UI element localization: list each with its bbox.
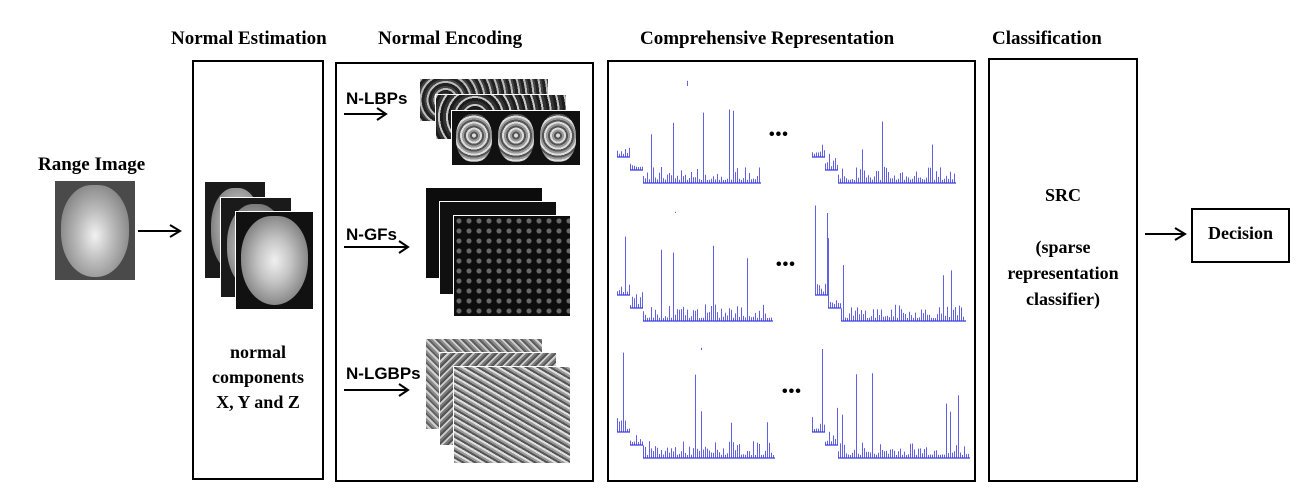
src-line1: SRC: [1044, 185, 1081, 205]
arrow-ngfs: [344, 240, 410, 254]
encoding-label-nlgbps: N-LGBPs: [346, 364, 421, 383]
decision-label: Decision: [1208, 223, 1273, 243]
normal-text-line3: X, Y and Z: [216, 392, 300, 412]
src-text: SRC (sparse representation classifier): [988, 182, 1138, 312]
nlgbp-maps: [425, 338, 571, 464]
normal-components-text: normal components X, Y and Z: [192, 340, 324, 415]
encoding-label-nlbps: N-LBPs: [346, 89, 408, 108]
normal-text-line1: normal: [230, 342, 286, 362]
classification-box: [988, 58, 1138, 482]
ellipsis-row-1: •••: [769, 126, 789, 143]
arrow-nlgbps: [344, 383, 410, 397]
ellipsis-row-2: •••: [776, 256, 796, 273]
ngf-maps: [425, 187, 571, 317]
normal-text-line2: components: [211, 367, 304, 387]
src-line3: representation: [1007, 263, 1119, 283]
header-comprehensive-representation: Comprehensive Representation: [640, 28, 895, 49]
src-line4: classifier): [1026, 289, 1100, 309]
encoding-label-ngfs: N-GFs: [346, 225, 397, 244]
header-normal-estimation: Normal Estimation: [171, 28, 327, 49]
ellipsis-row-3: •••: [782, 383, 802, 400]
header-classification: Classification: [992, 28, 1102, 49]
header-normal-encoding: Normal Encoding: [378, 28, 523, 49]
range-image: [55, 181, 135, 280]
arrow-nlbps: [344, 107, 388, 121]
normal-face-z: [235, 211, 314, 310]
range-image-label: Range Image: [38, 154, 146, 175]
decision-box: [1191, 208, 1290, 263]
src-line2: (sparse: [1035, 237, 1091, 257]
nlbp-maps: [419, 78, 581, 166]
